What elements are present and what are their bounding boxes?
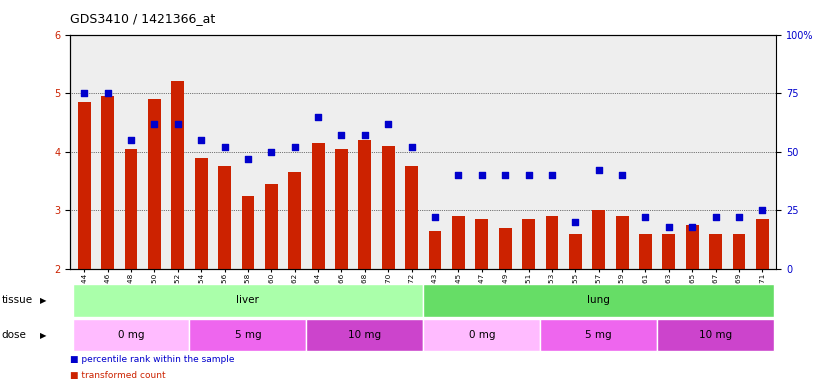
Text: 0 mg: 0 mg [118,330,145,340]
Point [452,172,465,178]
Point [382,121,395,127]
Point [148,121,161,127]
Text: 5 mg: 5 mg [235,330,261,340]
Bar [406,166,418,269]
Bar [288,172,301,269]
Bar [756,219,769,269]
Point [756,207,769,214]
Bar [102,96,114,269]
Bar [195,157,207,269]
Point [429,214,442,220]
Bar [358,140,372,269]
Point [733,214,746,220]
Bar [171,81,184,269]
Point [125,137,138,143]
Bar [423,284,774,317]
Point [405,144,418,150]
Bar [710,233,722,269]
Bar [73,319,189,351]
Text: GDS3410 / 1421366_at: GDS3410 / 1421366_at [70,12,216,25]
Text: liver: liver [236,295,259,306]
Point [709,214,722,220]
Point [218,144,231,150]
Point [241,156,254,162]
Text: 5 mg: 5 mg [586,330,612,340]
Text: lung: lung [587,295,610,306]
Bar [569,233,582,269]
Point [288,144,301,150]
Point [171,121,184,127]
Point [475,172,488,178]
Point [78,90,91,96]
Bar [189,319,306,351]
Text: 10 mg: 10 mg [699,330,732,340]
Point [499,172,512,178]
Point [358,132,372,138]
Bar [499,228,511,269]
Text: 10 mg: 10 mg [349,330,382,340]
Point [101,90,114,96]
Text: ■ transformed count: ■ transformed count [70,371,166,380]
Bar [241,195,254,269]
Bar [311,143,325,269]
Bar [218,166,231,269]
Text: tissue: tissue [2,295,33,306]
Bar [475,219,488,269]
Bar [148,99,161,269]
Bar [429,231,441,269]
Bar [423,319,540,351]
Point [522,172,535,178]
Point [662,223,676,230]
Text: ▶: ▶ [40,296,46,305]
Point [335,132,348,138]
Text: dose: dose [2,330,26,340]
Bar [125,149,137,269]
Bar [592,210,605,269]
Bar [73,284,423,317]
Bar [265,184,278,269]
Bar [382,146,395,269]
Point [311,114,325,120]
Bar [78,102,91,269]
Point [264,149,278,155]
Text: ■ percentile rank within the sample: ■ percentile rank within the sample [70,355,235,364]
Point [686,223,699,230]
Bar [615,216,629,269]
Bar [686,225,699,269]
Bar [639,233,652,269]
Bar [545,216,558,269]
Point [545,172,558,178]
Text: 0 mg: 0 mg [468,330,495,340]
Point [195,137,208,143]
Bar [662,233,676,269]
Bar [335,149,348,269]
Bar [522,219,535,269]
Bar [657,319,774,351]
Bar [306,319,423,351]
Point [569,219,582,225]
Bar [733,233,745,269]
Bar [540,319,657,351]
Point [592,167,605,174]
Point [638,214,652,220]
Point [615,172,629,178]
Bar [452,216,465,269]
Text: ▶: ▶ [40,331,46,339]
